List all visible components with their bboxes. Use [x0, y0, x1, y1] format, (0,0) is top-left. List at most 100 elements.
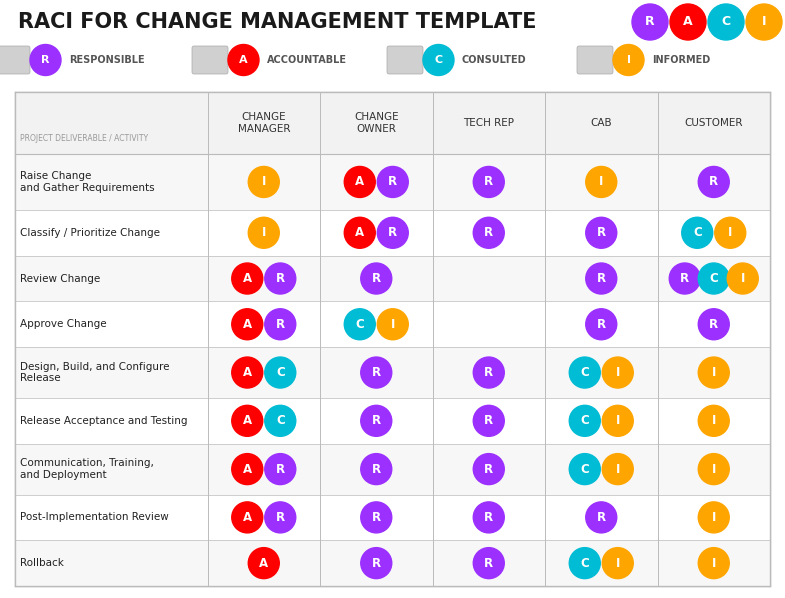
- Text: CHANGE
OWNER: CHANGE OWNER: [354, 112, 399, 134]
- Circle shape: [265, 502, 296, 533]
- Circle shape: [361, 502, 392, 533]
- Circle shape: [473, 454, 504, 484]
- Circle shape: [586, 166, 617, 197]
- Circle shape: [265, 357, 296, 388]
- Circle shape: [698, 454, 729, 484]
- Text: I: I: [261, 175, 266, 188]
- Text: Post-Implementation Review: Post-Implementation Review: [20, 512, 169, 523]
- Text: A: A: [243, 511, 252, 524]
- Circle shape: [248, 166, 279, 197]
- Text: R: R: [484, 414, 493, 428]
- Circle shape: [698, 548, 729, 579]
- Text: Design, Build, and Configure
Release: Design, Build, and Configure Release: [20, 362, 170, 383]
- Circle shape: [265, 405, 296, 437]
- Circle shape: [265, 309, 296, 340]
- Text: Review Change: Review Change: [20, 273, 100, 283]
- Text: A: A: [259, 557, 268, 570]
- Circle shape: [569, 405, 601, 437]
- Circle shape: [586, 217, 617, 248]
- Text: I: I: [261, 226, 266, 239]
- Circle shape: [602, 454, 633, 484]
- Circle shape: [361, 405, 392, 437]
- Text: I: I: [711, 511, 716, 524]
- Circle shape: [378, 217, 408, 248]
- Text: I: I: [615, 557, 620, 570]
- Text: R: R: [709, 318, 718, 331]
- Circle shape: [746, 4, 782, 40]
- FancyBboxPatch shape: [15, 347, 770, 398]
- Text: R: R: [484, 366, 493, 379]
- Text: R: R: [597, 511, 606, 524]
- Text: INFORMED: INFORMED: [652, 55, 710, 65]
- Text: A: A: [355, 226, 364, 239]
- Circle shape: [232, 357, 263, 388]
- FancyBboxPatch shape: [15, 92, 770, 586]
- Text: A: A: [355, 175, 364, 188]
- Circle shape: [473, 166, 504, 197]
- Text: R: R: [389, 175, 397, 188]
- Text: I: I: [615, 366, 620, 379]
- Text: C: C: [580, 366, 589, 379]
- Circle shape: [473, 548, 504, 579]
- Circle shape: [670, 4, 706, 40]
- Text: A: A: [243, 463, 252, 475]
- Text: R: R: [484, 463, 493, 475]
- Circle shape: [265, 263, 296, 294]
- Circle shape: [361, 357, 392, 388]
- FancyBboxPatch shape: [15, 398, 770, 444]
- Text: R: R: [276, 463, 285, 475]
- Circle shape: [698, 405, 729, 437]
- Circle shape: [632, 4, 668, 40]
- FancyBboxPatch shape: [15, 210, 770, 256]
- Text: A: A: [683, 16, 693, 29]
- Text: Communication, Training,
and Deployment: Communication, Training, and Deployment: [20, 458, 154, 480]
- FancyBboxPatch shape: [577, 46, 613, 74]
- Text: R: R: [372, 511, 381, 524]
- Text: I: I: [728, 226, 732, 239]
- Text: R: R: [484, 226, 493, 239]
- Circle shape: [586, 263, 617, 294]
- Circle shape: [602, 548, 633, 579]
- Circle shape: [569, 357, 601, 388]
- Text: R: R: [372, 366, 381, 379]
- Text: R: R: [276, 511, 285, 524]
- Text: I: I: [626, 55, 630, 65]
- Text: C: C: [356, 318, 364, 331]
- Text: Raise Change
and Gather Requirements: Raise Change and Gather Requirements: [20, 171, 155, 193]
- Text: C: C: [434, 55, 443, 65]
- FancyBboxPatch shape: [15, 154, 770, 210]
- Text: ACCOUNTABLE: ACCOUNTABLE: [267, 55, 347, 65]
- FancyBboxPatch shape: [192, 46, 228, 74]
- Text: R: R: [484, 175, 493, 188]
- Text: CAB: CAB: [590, 118, 612, 128]
- Text: CUSTOMER: CUSTOMER: [685, 118, 743, 128]
- Circle shape: [232, 309, 263, 340]
- FancyBboxPatch shape: [15, 495, 770, 540]
- Circle shape: [569, 548, 601, 579]
- FancyBboxPatch shape: [0, 46, 30, 74]
- Text: I: I: [711, 414, 716, 428]
- Circle shape: [698, 502, 729, 533]
- Circle shape: [473, 357, 504, 388]
- Text: I: I: [740, 272, 745, 285]
- Text: C: C: [710, 272, 718, 285]
- Text: I: I: [711, 557, 716, 570]
- Circle shape: [378, 166, 408, 197]
- Text: R: R: [372, 414, 381, 428]
- Text: I: I: [391, 318, 395, 331]
- Text: R: R: [484, 511, 493, 524]
- Text: Approve Change: Approve Change: [20, 319, 107, 329]
- Text: R: R: [372, 463, 381, 475]
- FancyBboxPatch shape: [15, 540, 770, 586]
- Text: R: R: [276, 272, 285, 285]
- Text: PROJECT DELIVERABLE / ACTIVITY: PROJECT DELIVERABLE / ACTIVITY: [20, 134, 148, 143]
- Text: C: C: [580, 414, 589, 428]
- Circle shape: [602, 357, 633, 388]
- Circle shape: [586, 309, 617, 340]
- Text: R: R: [709, 175, 718, 188]
- Text: TECH REP: TECH REP: [463, 118, 514, 128]
- Circle shape: [698, 357, 729, 388]
- Circle shape: [698, 263, 729, 294]
- Circle shape: [248, 548, 279, 579]
- Text: R: R: [276, 318, 285, 331]
